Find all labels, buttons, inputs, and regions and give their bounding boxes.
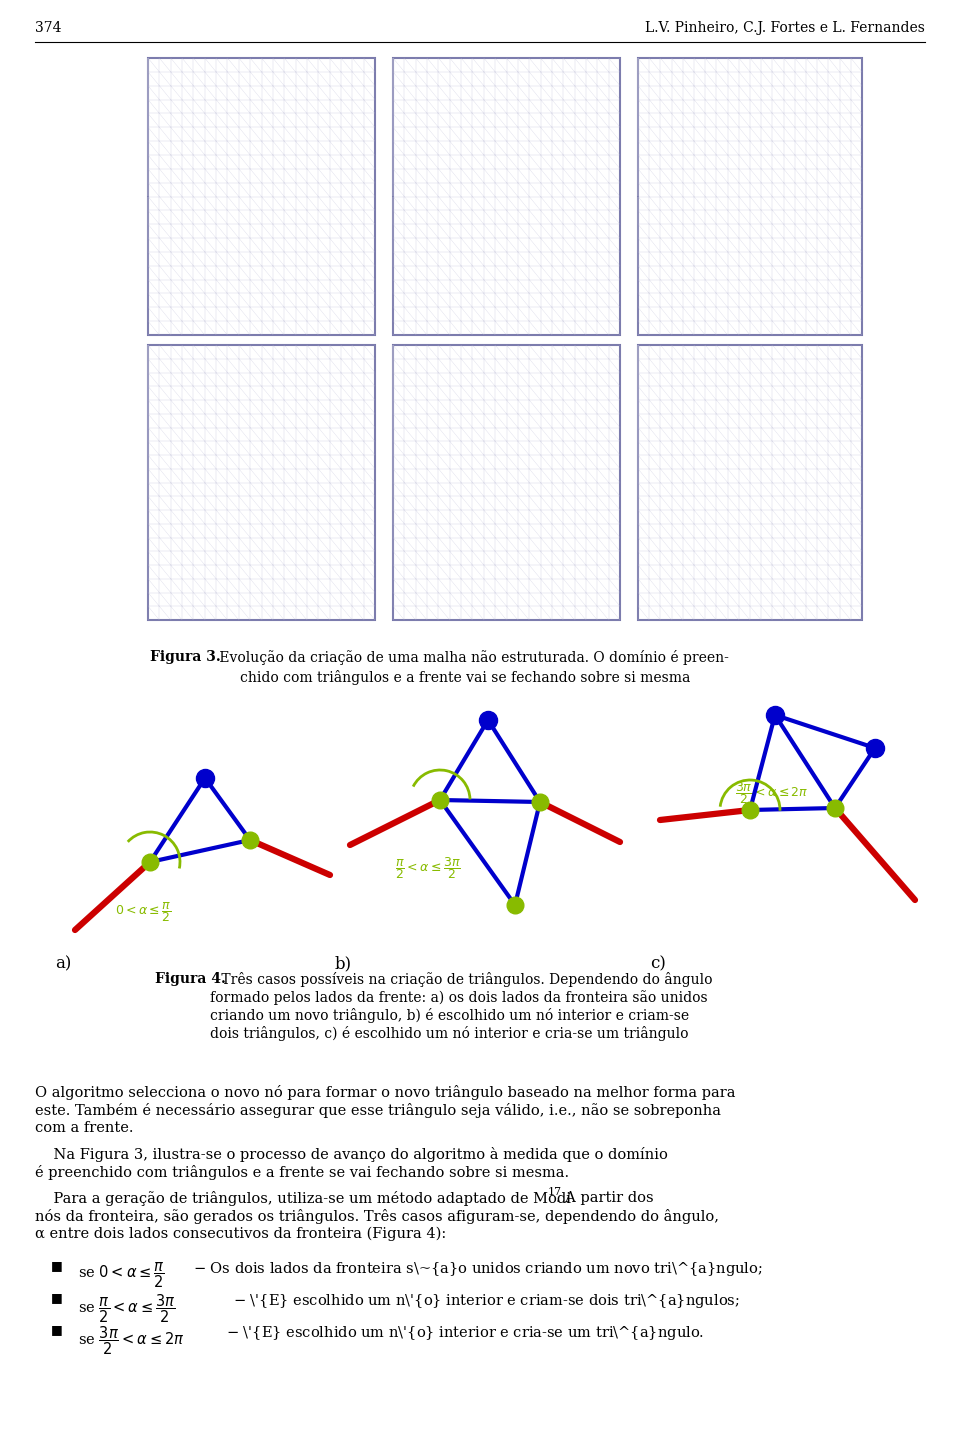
- Text: nós da fronteira, são gerados os triângulos. Três casos afiguram-se, dependendo : nós da fronteira, são gerados os triângu…: [35, 1209, 719, 1224]
- Text: $-$ \'{E} escolhido um n\'{o} interior e criam-se dois tri\^{a}ngulos;: $-$ \'{E} escolhido um n\'{o} interior e…: [233, 1292, 740, 1310]
- Bar: [393, 58, 620, 335]
- Text: $-$ \'{E} escolhido um n\'{o} interior e cria-se um tri\^{a}ngulo.: $-$ \'{E} escolhido um n\'{o} interior e…: [226, 1324, 705, 1342]
- Text: se $\dfrac{3\pi}{2} < \alpha \leq 2\pi$: se $\dfrac{3\pi}{2} < \alpha \leq 2\pi$: [78, 1324, 184, 1356]
- Bar: [638, 345, 862, 620]
- Text: L.V. Pinheiro, C.J. Fortes e L. Fernandes: L.V. Pinheiro, C.J. Fortes e L. Fernande…: [645, 20, 925, 35]
- Bar: [148, 58, 375, 335]
- Text: Figura 3.: Figura 3.: [150, 650, 221, 663]
- Text: Figura 4.: Figura 4.: [155, 972, 226, 986]
- Bar: [393, 345, 620, 620]
- Text: . A partir dos: . A partir dos: [556, 1192, 654, 1205]
- Text: Evolução da criação de uma malha não estruturada. O domínio é preen-: Evolução da criação de uma malha não est…: [215, 650, 729, 665]
- Text: Para a geração de triângulos, utiliza-se um método adaptado de Modi: Para a geração de triângulos, utiliza-se…: [35, 1192, 571, 1206]
- Text: chido com triângulos e a frente vai se fechando sobre si mesma: chido com triângulos e a frente vai se f…: [240, 669, 690, 685]
- Text: se $0 < \alpha \leq \dfrac{\pi}{2}$: se $0 < \alpha \leq \dfrac{\pi}{2}$: [78, 1260, 165, 1289]
- Text: b): b): [335, 954, 352, 972]
- Bar: [638, 58, 862, 335]
- Text: $0 < \alpha \leq \dfrac{\pi}{2}$: $0 < \alpha \leq \dfrac{\pi}{2}$: [115, 901, 172, 924]
- Text: α entre dois lados consecutivos da fronteira (Figura 4):: α entre dois lados consecutivos da front…: [35, 1227, 446, 1241]
- Text: $\blacksquare$: $\blacksquare$: [50, 1260, 62, 1275]
- Text: c): c): [650, 954, 666, 972]
- Text: dois triângulos, c) é escolhido um nó interior e cria-se um triângulo: dois triângulos, c) é escolhido um nó in…: [210, 1026, 688, 1040]
- Text: $\dfrac{3\pi}{2} < \alpha \leq 2\pi$: $\dfrac{3\pi}{2} < \alpha \leq 2\pi$: [735, 780, 808, 806]
- Text: 17: 17: [548, 1187, 563, 1197]
- Text: criando um novo triângulo, b) é escolhido um nó interior e criam-se: criando um novo triângulo, b) é escolhid…: [210, 1008, 689, 1023]
- Text: Três casos possíveis na criação de triângulos. Dependendo do ângulo: Três casos possíveis na criação de triân…: [217, 972, 712, 986]
- Text: $-$ Os dois lados da fronteira s\~{a}o unidos criando um novo tri\^{a}ngulo;: $-$ Os dois lados da fronteira s\~{a}o u…: [193, 1260, 763, 1277]
- Text: formado pelos lados da frente: a) os dois lados da fronteira são unidos: formado pelos lados da frente: a) os doi…: [210, 989, 708, 1005]
- Text: com a frente.: com a frente.: [35, 1120, 133, 1135]
- Text: $\blacksquare$: $\blacksquare$: [50, 1324, 62, 1339]
- Text: a): a): [55, 954, 71, 972]
- Text: $\dfrac{\pi}{2} < \alpha \leq \dfrac{3\pi}{2}$: $\dfrac{\pi}{2} < \alpha \leq \dfrac{3\p…: [395, 856, 461, 880]
- Text: $\blacksquare$: $\blacksquare$: [50, 1292, 62, 1307]
- Text: é preenchido com triângulos e a frente se vai fechando sobre si mesma.: é preenchido com triângulos e a frente s…: [35, 1165, 569, 1180]
- Bar: [148, 345, 375, 620]
- Text: Na Figura 3, ilustra-se o processo de avanço do algoritmo à medida que o domínio: Na Figura 3, ilustra-se o processo de av…: [35, 1147, 668, 1163]
- Text: O algoritmo selecciona o novo nó para formar o novo triângulo baseado na melhor : O algoritmo selecciona o novo nó para fo…: [35, 1085, 735, 1100]
- Text: este. Também é necessário assegurar que esse triângulo seja válido, i.e., não se: este. Também é necessário assegurar que …: [35, 1103, 721, 1117]
- Text: se $\dfrac{\pi}{2} < \alpha \leq \dfrac{3\pi}{2}$: se $\dfrac{\pi}{2} < \alpha \leq \dfrac{…: [78, 1292, 176, 1324]
- Text: 374: 374: [35, 20, 61, 35]
